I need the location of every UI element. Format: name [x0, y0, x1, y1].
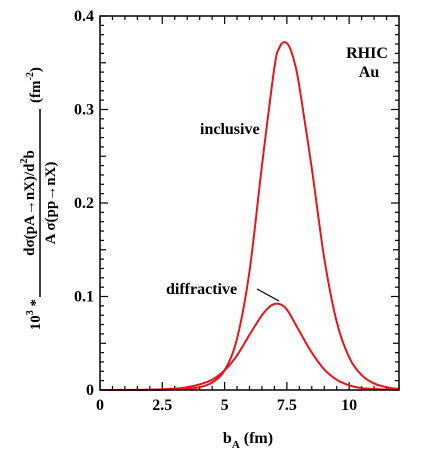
y-tick-label: 0: [86, 382, 94, 399]
y-axis-label: 103 * dσ(pA→nX)/d2b A σ(pp→nX) (fm-2): [19, 67, 59, 330]
x-tick-label: 10: [341, 397, 357, 414]
svg-text:dσ(pA→nX)/d2b: dσ(pA→nX)/d2b: [19, 150, 38, 256]
y-tick-label: 0.2: [74, 195, 94, 212]
y-tick-label: 0.4: [74, 8, 94, 25]
series-layer: [99, 41, 400, 391]
x-tick-label: 7.5: [277, 397, 297, 414]
y-tick-label: 0.1: [74, 289, 94, 306]
x-axis-label: bA (fm): [223, 430, 273, 451]
annotation-system-line1: RHIC: [346, 45, 388, 62]
x-tick-label: 2.5: [152, 397, 172, 414]
series-line-inclusive: [100, 41, 400, 391]
annotation-diffractive-pointer: [256, 288, 280, 302]
annotation-inclusive: inclusive: [200, 121, 260, 138]
annotation-diffractive: diffractive: [166, 281, 237, 298]
svg-text:(fm-2): (fm-2): [25, 67, 44, 103]
tick-labels: 0 2.5 5 7.5 10 0 0.1 0.2 0.3 0.4: [74, 8, 357, 414]
svg-text:103 *: 103 *: [25, 299, 44, 330]
series-line-diffractive: [99, 302, 400, 391]
plot-frame: [99, 15, 400, 391]
annotation-system-line2: Au: [359, 64, 380, 81]
y-tick-label: 0.3: [74, 102, 94, 119]
svg-text:A σ(pp→nX): A σ(pp→nX): [43, 162, 59, 245]
x-tick-label: 5: [221, 397, 229, 414]
x-tick-label: 0: [96, 397, 104, 414]
